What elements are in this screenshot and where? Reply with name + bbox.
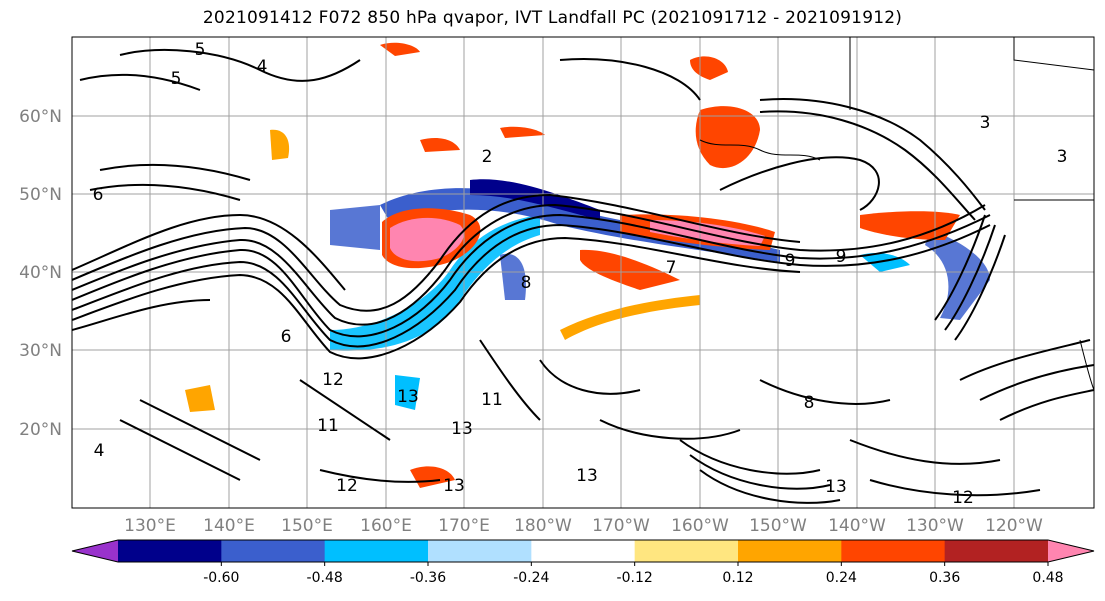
lon-label: 140°W <box>828 516 886 536</box>
lon-label: 140°E <box>203 516 255 536</box>
contour-label: 13 <box>825 477 847 497</box>
lon-label: 170°E <box>438 516 490 536</box>
contour-label: 7 <box>666 258 677 278</box>
colorbar-segment <box>944 540 1049 562</box>
colorbar-tick-label: 0.12 <box>722 570 753 586</box>
contour-label: 9 <box>785 251 796 271</box>
colorbar-tick-label: -0.48 <box>307 570 343 586</box>
colorbar-tick-label: -0.36 <box>410 570 446 586</box>
contour-label: 11 <box>317 416 339 436</box>
contour-label: 8 <box>804 393 815 413</box>
lon-label: 130°W <box>906 516 964 536</box>
contour-label: 9 <box>836 247 847 267</box>
contour-label: 5 <box>195 40 206 60</box>
colorbar-segment <box>634 540 739 562</box>
colorbar-tick-label: 0.36 <box>929 570 960 586</box>
contour-label: 2 <box>482 147 493 167</box>
contour-label: 4 <box>94 441 105 461</box>
map-title: 2021091412 F072 850 hPa qvapor, IVT Land… <box>202 8 903 28</box>
contour-label: 13 <box>576 466 598 486</box>
contour-label: 3 <box>980 113 991 133</box>
contour-label: 8 <box>521 273 532 293</box>
lat-label: 40°N <box>19 263 62 283</box>
colorbar-segment <box>428 540 532 562</box>
contour-label: 3 <box>1057 147 1068 167</box>
contour-label: 6 <box>281 327 292 347</box>
colorbar-segment <box>324 540 429 562</box>
contour-label: 13 <box>443 476 465 496</box>
lat-label: 60°N <box>19 107 62 127</box>
colorbar: -0.60 -0.48 -0.36 -0.24 -0.12 0.12 0.24 0.36 0.4… <box>71 539 1095 586</box>
lon-label: 180°W <box>514 516 572 536</box>
colorbar-segment <box>221 540 326 562</box>
colorbar-segment <box>118 540 222 562</box>
contour-label: 13 <box>397 387 419 407</box>
colorbar-tick-label: -0.24 <box>513 570 549 586</box>
colorbar-tick-label: -0.12 <box>617 570 653 586</box>
colorbar-extend-min <box>72 540 118 562</box>
colorbar-outline <box>71 539 1095 563</box>
map-border <box>71 36 1095 509</box>
lon-label: 130°E <box>124 516 176 536</box>
lon-label: 150°W <box>749 516 807 536</box>
longitude-labels: 130°E 140°E 150°E 160°E 170°E 180°W 170°… <box>124 516 1043 536</box>
contour-label: 12 <box>336 476 358 496</box>
lon-label: 170°W <box>592 516 650 536</box>
contour-label: 13 <box>451 419 473 439</box>
colorbar-tick-label: 0.48 <box>1032 570 1063 586</box>
contour-label: 5 <box>171 69 182 89</box>
contour-label: 4 <box>257 57 268 77</box>
ivt-contours <box>72 49 1094 504</box>
contour-label: 12 <box>322 370 344 390</box>
colorbar-tick-label: -0.60 <box>203 570 239 586</box>
colorbar-extend-max <box>1048 540 1094 562</box>
colorbar-segment <box>841 540 946 562</box>
latitude-labels: 60°N 50°N 40°N 30°N 20°N <box>19 107 62 440</box>
lon-label: 150°E <box>281 516 333 536</box>
colorbar-segment <box>531 540 636 562</box>
lat-label: 50°N <box>19 185 62 205</box>
lon-label: 160°E <box>360 516 412 536</box>
colorbar-segment <box>738 540 842 562</box>
contour-labels: 5 4 5 6 2 3 3 6 9 8 7 9 12 13 11 11 13 12 13 13 8 13 12 4 <box>93 40 1068 508</box>
graticule <box>72 37 1094 508</box>
coastlines <box>699 37 1094 391</box>
lat-label: 30°N <box>19 341 62 361</box>
map-content <box>72 37 1094 508</box>
colorbar-tick-label: 0.24 <box>826 570 857 586</box>
contour-label: 11 <box>481 390 503 410</box>
lon-label: 120°W <box>985 516 1043 536</box>
contour-label: 12 <box>952 488 974 508</box>
lon-label: 160°W <box>671 516 729 536</box>
lat-label: 20°N <box>19 420 62 440</box>
contour-label: 6 <box>93 185 104 205</box>
